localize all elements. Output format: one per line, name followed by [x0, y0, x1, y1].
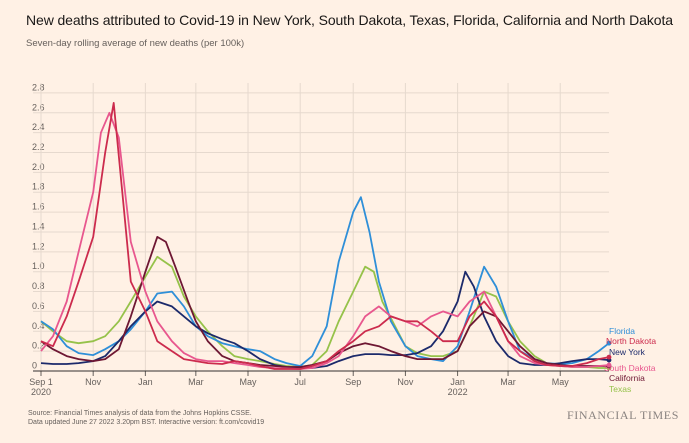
x-tick-label: Jul — [294, 377, 306, 387]
x-tick-label: Mar — [500, 377, 516, 387]
series-line-texas — [40, 255, 609, 369]
series-line-florida — [40, 196, 610, 367]
chart-subtitle: Seven-day rolling average of new deaths … — [26, 38, 245, 49]
y-tick-label: 1.2 — [32, 241, 45, 251]
y-tick-label: 0.4 — [32, 321, 45, 331]
series-label-florida: Florida — [609, 326, 635, 336]
series-endpoint-florida — [606, 340, 612, 346]
y-tick-label: 2.2 — [32, 142, 45, 152]
chart-title: New deaths attributed to Covid-19 in New… — [26, 12, 673, 28]
x-tick-label: Nov — [397, 377, 414, 387]
y-tick-label: 1.8 — [32, 182, 45, 192]
series-label-south-dakota: South Dakota — [604, 363, 656, 373]
x-tick-label: Mar — [188, 377, 204, 387]
x-tick-label: Jan — [138, 377, 153, 387]
x-tick-label: Sep 1 — [29, 377, 53, 387]
series-endpoint-south-dakota — [606, 362, 612, 368]
series-line-california — [40, 236, 609, 368]
y-tick-label: 0.8 — [32, 281, 45, 291]
series-endpoint-north-dakota — [606, 354, 612, 360]
source-line-2: Data updated June 27 2022 3.20pm BST. In… — [28, 419, 265, 426]
x-tick-label: May — [552, 377, 570, 387]
x-tick-label: Nov — [85, 377, 102, 387]
series-label-texas: Texas — [609, 384, 631, 394]
series-label-north-dakota: North Dakota — [606, 336, 656, 346]
y-tick-label: 1.0 — [32, 261, 45, 271]
x-tick-label: Sep — [345, 377, 361, 387]
y-tick-label: 2.0 — [32, 162, 45, 172]
y-tick-label: 2.6 — [32, 102, 45, 112]
y-tick-label: 1.4 — [32, 221, 45, 231]
source-note: Source: Financial Times analysis of data… — [28, 409, 264, 427]
x-tick-label: Jan — [450, 377, 465, 387]
series-line-north-dakota — [40, 102, 610, 370]
series-label-california: California — [609, 373, 645, 383]
x-tick-year: 2020 — [31, 387, 51, 397]
x-tick-year: 2022 — [448, 387, 468, 397]
y-tick-label: 0.6 — [32, 301, 45, 311]
y-tick-label: 2.4 — [32, 122, 45, 132]
y-tick-label: 0 — [32, 361, 37, 371]
series-line-new-york — [40, 270, 610, 369]
y-tick-label: 1.6 — [32, 202, 45, 212]
x-tick-label: May — [240, 377, 258, 387]
series-line-south-dakota — [40, 111, 610, 370]
y-tick-label: 2.8 — [32, 82, 45, 92]
series-label-new-york: New York — [609, 347, 646, 357]
y-tick-label: 0.2 — [32, 341, 45, 351]
source-line-1: Source: Financial Times analysis of data… — [28, 410, 252, 417]
ft-brand-logo: FINANCIAL TIMES — [566, 408, 679, 422]
